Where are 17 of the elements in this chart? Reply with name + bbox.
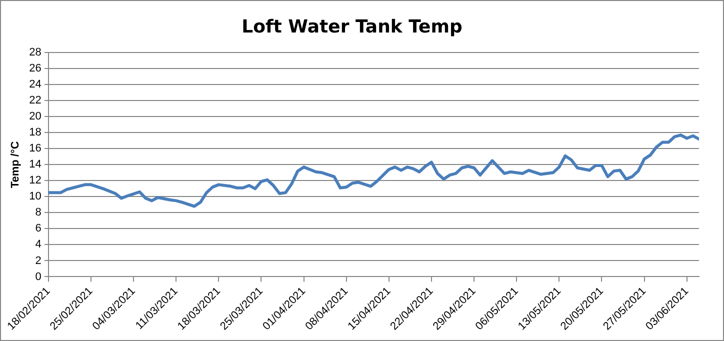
y-tick-label: 14: [29, 158, 42, 171]
y-axis-title: Temp /°C: [10, 141, 22, 188]
y-tick-label: 18: [29, 126, 42, 139]
y-tick-label: 4: [35, 238, 42, 251]
y-tick-label: 8: [35, 206, 42, 219]
y-tick-label: 28: [29, 46, 42, 59]
y-tick-label: 6: [35, 222, 42, 235]
y-tick-label: 26: [29, 62, 42, 75]
y-tick-label: 22: [29, 94, 42, 107]
y-tick-label: 0: [35, 270, 42, 283]
chart-title: Loft Water Tank Temp: [242, 16, 462, 38]
y-tick-label: 16: [29, 142, 42, 155]
y-tick-label: 10: [29, 190, 42, 203]
y-tick-label: 2: [35, 254, 42, 267]
y-tick-label: 12: [29, 174, 42, 187]
y-tick-label: 20: [29, 110, 42, 123]
y-tick-label: 24: [29, 78, 42, 91]
